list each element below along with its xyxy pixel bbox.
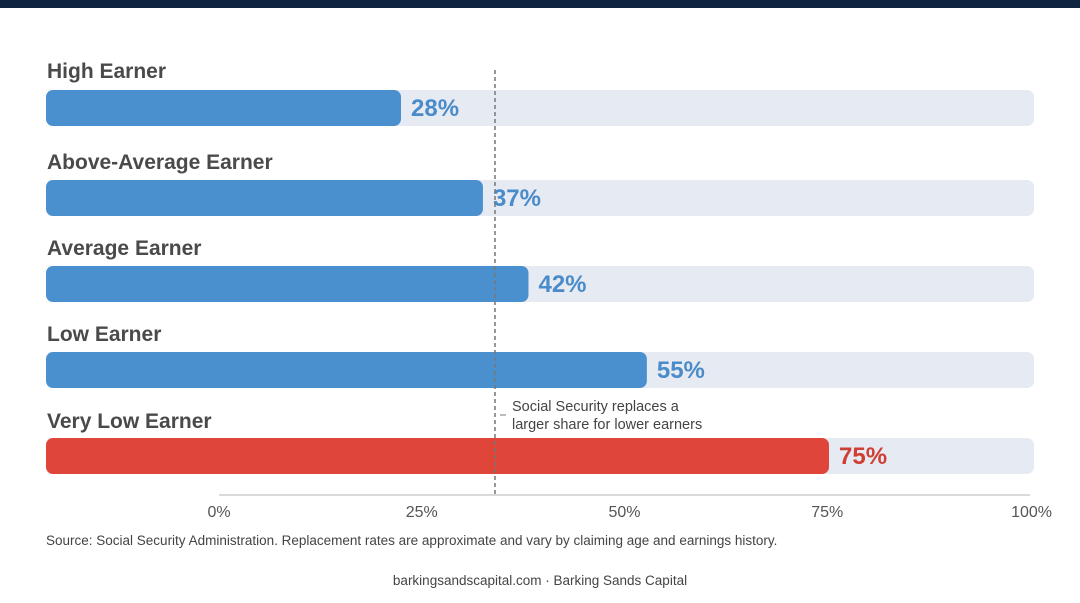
top-accent-bar bbox=[0, 0, 1080, 8]
category-label: High Earner bbox=[47, 60, 166, 83]
annotation-text: larger share for lower earners bbox=[512, 417, 702, 433]
category-label: Low Earner bbox=[47, 323, 161, 346]
value-label: 75% bbox=[839, 443, 887, 470]
value-label: 28% bbox=[411, 95, 459, 122]
bar bbox=[46, 352, 647, 388]
bar bbox=[46, 180, 483, 216]
annotation-text: Social Security replaces a bbox=[512, 399, 680, 415]
category-label: Very Low Earner bbox=[47, 410, 212, 433]
value-label: 37% bbox=[493, 185, 541, 212]
x-tick-label: 75% bbox=[811, 504, 843, 521]
x-tick-label: 50% bbox=[608, 504, 640, 521]
value-label: 55% bbox=[657, 357, 705, 384]
highlight-bar bbox=[46, 438, 829, 474]
footer-credit: barkingsandscapital.com · Barking Sands … bbox=[392, 573, 688, 588]
category-label: Above-Average Earner bbox=[47, 151, 273, 174]
x-tick-label: 100% bbox=[1011, 504, 1052, 521]
x-tick-label: 25% bbox=[406, 504, 438, 521]
replacement-rate-chart: High Earner 28% Above-Average Earner 37% Ave… bbox=[46, 60, 1052, 521]
value-label: 42% bbox=[538, 271, 586, 298]
source-note: Source: Social Security Administration. … bbox=[46, 533, 778, 548]
bar bbox=[46, 266, 529, 302]
x-tick-label: 0% bbox=[207, 504, 230, 521]
category-label: Average Earner bbox=[47, 237, 201, 260]
bar bbox=[46, 90, 401, 126]
